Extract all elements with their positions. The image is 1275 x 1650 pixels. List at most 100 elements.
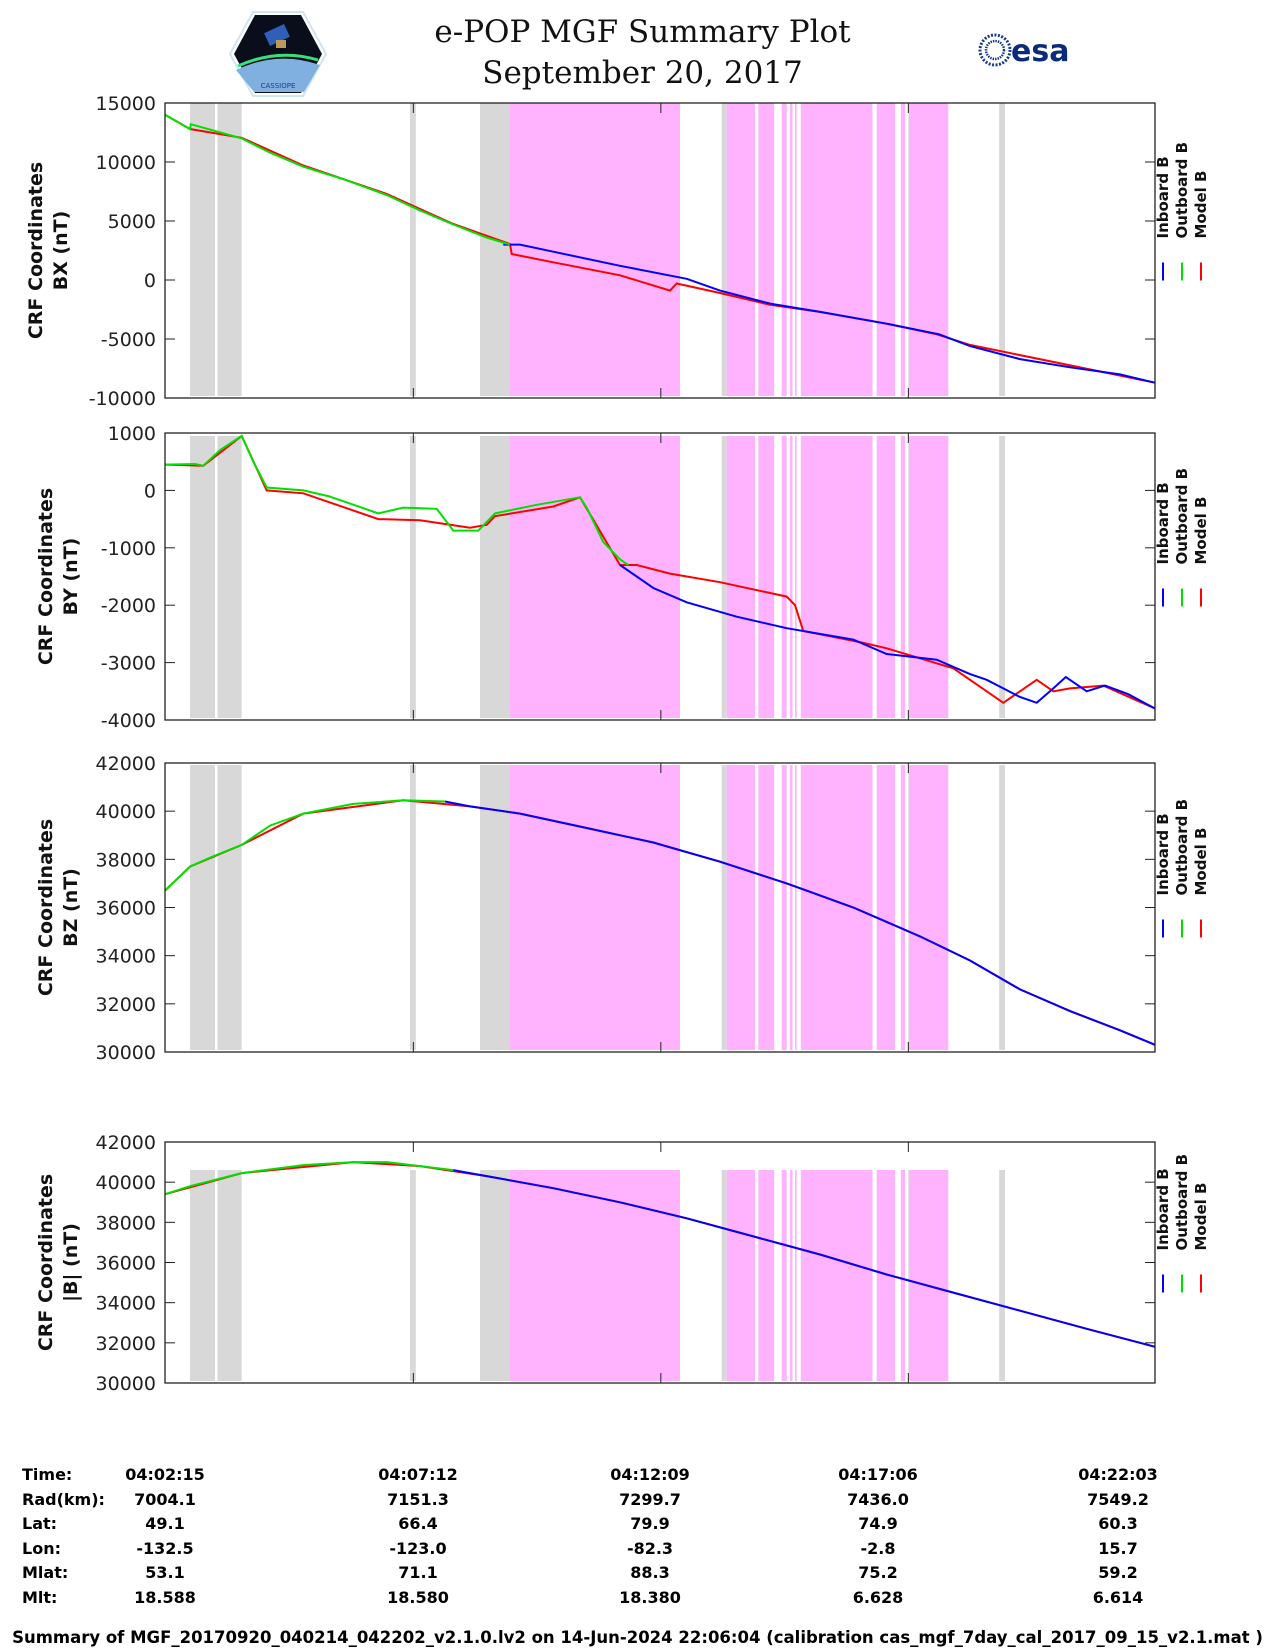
magenta-band xyxy=(726,103,755,396)
magenta-band xyxy=(510,765,680,1050)
gray-band xyxy=(999,103,1005,396)
panel-bmag: 42000 40000 38000 36000 34000 32000 30000 CRF C… xyxy=(35,1132,1210,1395)
magenta-band xyxy=(510,436,680,718)
series-inboard-b xyxy=(453,1169,1156,1348)
y-axis-label-line1: CRF Coordinates xyxy=(25,162,47,339)
y-tick-label: 15000 xyxy=(96,93,156,115)
info-row: Lon: -132.5 -123.0 -82.3 -2.8 15.7 xyxy=(0,1539,1275,1563)
info-value: 7436.0 xyxy=(847,1489,909,1509)
info-value: 66.4 xyxy=(398,1514,438,1533)
gray-band xyxy=(480,1170,510,1381)
info-value: -82.3 xyxy=(626,1538,674,1558)
y-tick-label: -1000 xyxy=(101,538,156,560)
magenta-band xyxy=(900,436,905,718)
y-tick-label: 0 xyxy=(144,270,156,292)
info-key: Lon: xyxy=(22,1538,61,1558)
y-tick-label: 5000 xyxy=(108,211,156,233)
gray-band xyxy=(480,103,510,396)
info-key: Lat: xyxy=(22,1514,58,1533)
y-tick-label: 0 xyxy=(144,480,156,502)
info-value: 6.614 xyxy=(1092,1587,1144,1607)
y-tick-label: 40000 xyxy=(96,801,156,823)
legend: Inboard B Outboard B Model B xyxy=(1154,1154,1210,1293)
info-key: Rad(km): xyxy=(22,1489,105,1509)
magenta-band xyxy=(726,765,755,1050)
magenta-band xyxy=(909,765,949,1050)
magenta-band xyxy=(909,436,949,718)
y-tick-label: 36000 xyxy=(96,1253,156,1275)
info-value: 18.588 xyxy=(134,1587,196,1607)
info-value: 04:07:12 xyxy=(378,1465,458,1484)
info-key: Time: xyxy=(22,1465,73,1484)
cassiope-logo-text: CASSIOPE xyxy=(261,82,296,90)
magenta-band xyxy=(900,1170,905,1381)
series-outboard-b xyxy=(164,113,511,246)
legend-label: Outboard B xyxy=(1173,468,1191,565)
y-axis-label-line1: CRF Coordinates xyxy=(35,1174,57,1351)
magenta-band xyxy=(781,103,787,396)
magenta-band xyxy=(876,1170,895,1381)
gray-band xyxy=(190,1170,215,1381)
y-tick-label: 38000 xyxy=(96,1212,156,1234)
gray-band xyxy=(721,1170,727,1381)
gray-band xyxy=(217,436,242,718)
title-line-2: September 20, 2017 xyxy=(482,55,803,91)
magenta-band xyxy=(800,436,873,718)
y-axis-label-line1: CRF Coordinates xyxy=(35,488,57,665)
y-tick-label: -10000 xyxy=(89,388,156,410)
magenta-band xyxy=(876,103,895,396)
y-tick-label: 36000 xyxy=(96,898,156,920)
y-tick-label: 42000 xyxy=(96,1132,156,1154)
y-tick-label: -3000 xyxy=(101,653,156,675)
y-axis-label-line2: BX (nT) xyxy=(50,211,72,291)
magenta-band xyxy=(726,436,755,718)
y-axis-label-line1: CRF Coordinates xyxy=(35,819,57,996)
magenta-band xyxy=(876,765,895,1050)
info-row: Lat: 49.1 66.4 79.9 74.9 60.3 xyxy=(0,1514,1275,1538)
magenta-band xyxy=(795,1170,797,1381)
panel-bz: 42000 40000 38000 36000 34000 32000 30000 CRF C… xyxy=(35,753,1210,1064)
magenta-band xyxy=(800,1170,873,1381)
magenta-band xyxy=(781,1170,787,1381)
legend-label: Inboard B xyxy=(1154,1168,1172,1250)
info-value: 18.380 xyxy=(619,1587,681,1607)
info-value: 49.1 xyxy=(145,1514,185,1533)
legend-label: Inboard B xyxy=(1154,813,1172,895)
y-axis-label-line2: BZ (nT) xyxy=(60,868,82,947)
info-value: -132.5 xyxy=(136,1538,194,1558)
magenta-band xyxy=(790,103,793,396)
magenta-band xyxy=(800,765,873,1050)
legend: Inboard B Outboard B Model B xyxy=(1154,799,1210,938)
info-value: 04:02:15 xyxy=(125,1465,205,1484)
series-inboard-b xyxy=(503,243,1156,384)
panel-by: 1000 0 -1000 -2000 -3000 -4000 CRF Coordinates… xyxy=(35,423,1210,732)
gray-band xyxy=(217,1170,242,1381)
gray-band xyxy=(410,103,416,396)
magenta-band xyxy=(900,765,905,1050)
gray-band xyxy=(999,765,1005,1050)
magenta-band xyxy=(510,1170,680,1381)
magenta-band xyxy=(795,103,797,396)
legend: Inboard B Outboard B Model B xyxy=(1154,142,1210,281)
series-inboard-b xyxy=(619,564,1156,710)
panel-bx: 15000 10000 5000 0 -5000 -10000 CRF Coordinate… xyxy=(25,93,1210,410)
magenta-band xyxy=(726,1170,755,1381)
magenta-band xyxy=(758,1170,775,1381)
info-value: 88.3 xyxy=(630,1563,670,1582)
y-tick-label: 10000 xyxy=(96,152,156,174)
magenta-band xyxy=(795,436,797,718)
info-row: Time: 04:02:15 04:07:12 04:12:09 04:17:06 04:… xyxy=(0,1465,1275,1489)
info-value: 04:17:06 xyxy=(838,1465,918,1484)
series-outboard-b xyxy=(164,434,629,566)
info-value: 7004.1 xyxy=(134,1489,196,1509)
legend-label: Model B xyxy=(1192,171,1210,239)
info-row: Mlt: 18.588 18.580 18.380 6.628 6.614 xyxy=(0,1588,1275,1612)
magenta-band xyxy=(781,436,787,718)
legend-label: Inboard B xyxy=(1154,156,1172,238)
y-tick-label: 32000 xyxy=(96,1333,156,1355)
y-tick-label: -5000 xyxy=(101,329,156,351)
series-inboard-b xyxy=(444,800,1156,1046)
magenta-band xyxy=(795,765,797,1050)
gray-band xyxy=(999,1170,1005,1381)
